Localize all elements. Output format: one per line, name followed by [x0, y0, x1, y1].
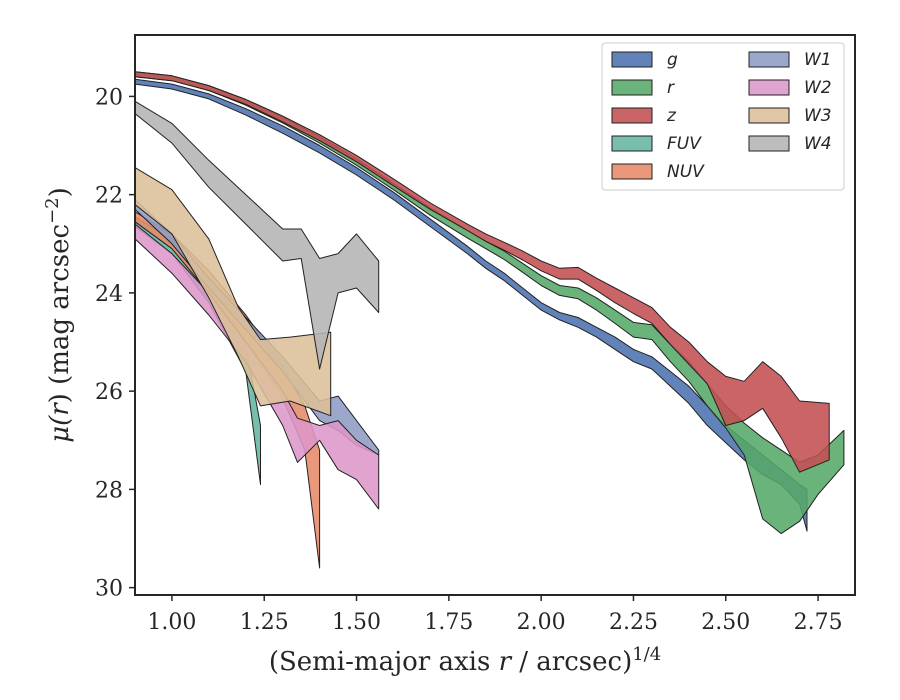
band-z: [135, 71, 830, 473]
y-axis-label-var: r: [45, 402, 75, 416]
y-tick-label: 20: [95, 85, 123, 110]
x-axis-label-var: r: [499, 647, 513, 677]
x-axis-label: (Semi-major axis r / arcsec)1/4: [269, 644, 661, 677]
legend-label-w4: W4: [804, 134, 832, 154]
y-axis-label: μ(r) (mag arcsec−2): [42, 187, 75, 443]
legend-swatch-w3: [748, 107, 790, 124]
y-tick-label: 24: [95, 282, 123, 307]
y-axis-label-sup: −2: [42, 197, 63, 224]
y-axis-label-close: ): [45, 187, 75, 197]
x-axis-ticks: 1.00 1.25 1.50 1.75 2.00 2.25 2.50 2.75: [147, 595, 843, 635]
x-tick-label: 2.50: [701, 610, 750, 635]
legend: grz FUV NUV W1 W2 W3 W4: [601, 42, 845, 191]
y-axis-ticks: 20 22 24 26 28 30: [95, 85, 135, 602]
x-axis-label-prefix: (Semi-major axis: [269, 647, 499, 677]
legend-label-w2: W2: [804, 78, 832, 98]
legend-swatch-r: [611, 79, 653, 96]
y-axis-label-suffix: ) (mag arcsec: [45, 224, 75, 403]
y-axis-label-prefix: μ(: [45, 415, 75, 443]
legend-swatch-g: [611, 51, 653, 68]
band-layer: [135, 71, 845, 569]
legend-label-fuv: FUV: [667, 134, 702, 154]
legend-label-w1: W1: [804, 50, 832, 70]
x-axis-label-suffix: / arcsec): [511, 647, 632, 677]
y-tick-label: 26: [95, 380, 123, 405]
x-tick-label: 1.25: [240, 610, 289, 635]
y-tick-label: 30: [95, 577, 123, 602]
x-tick-label: 1.00: [147, 610, 196, 635]
legend-label-z: z: [666, 106, 677, 126]
legend-swatch-fuv: [611, 135, 653, 152]
x-tick-label: 2.25: [609, 610, 658, 635]
x-tick-label: 2.00: [517, 610, 566, 635]
legend-label-g: g: [667, 50, 678, 70]
band-g: [135, 78, 808, 532]
x-tick-label: 2.75: [794, 610, 843, 635]
legend-label-nuv: NUV: [667, 162, 705, 182]
x-axis-label-sup: 1/4: [632, 644, 661, 665]
plot-frame: [134, 34, 856, 596]
legend-swatch-nuv: [611, 163, 653, 180]
y-tick-label: 22: [95, 184, 123, 209]
legend-label-w3: W3: [804, 106, 832, 126]
band-w4: [135, 100, 380, 370]
x-tick-label: 1.50: [332, 610, 381, 635]
legend-swatch-w2: [748, 79, 790, 96]
legend-swatch-w4: [748, 135, 790, 152]
x-tick-label: 1.75: [424, 610, 473, 635]
legend-swatch-w1: [748, 51, 790, 68]
legend-swatch-z: [611, 107, 653, 124]
band-w3: [135, 167, 332, 417]
y-tick-label: 28: [95, 478, 123, 503]
legend-label-r: r: [667, 78, 675, 98]
